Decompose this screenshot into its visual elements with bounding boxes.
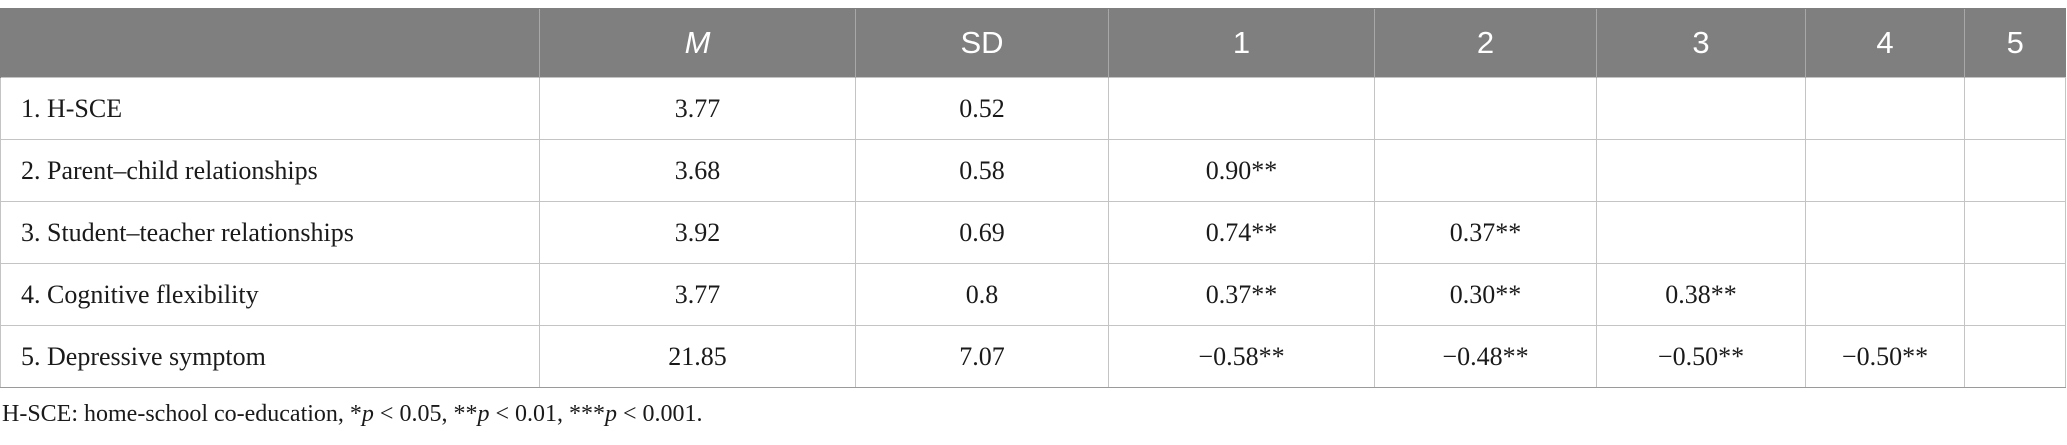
cell-r4: −0.50** <box>1805 325 1965 388</box>
header-col-3: 3 <box>1596 8 1806 78</box>
footnote-threshold-3: < 0.001. <box>617 401 703 427</box>
cell-sd: 0.8 <box>855 263 1109 326</box>
correlation-table: M SD 1 2 3 4 5 1. H-SCE 3.77 0.52 2. <box>0 8 2066 388</box>
footnote-p-symbol: p <box>605 401 618 427</box>
cell-r3 <box>1596 201 1806 264</box>
footnote-p-symbol: p <box>477 401 490 427</box>
header-col-2: 2 <box>1374 8 1597 78</box>
footnote-prefix: H-SCE: home-school co-education, * <box>2 401 362 427</box>
cell-mean: 3.77 <box>539 77 856 140</box>
table-body: 1. H-SCE 3.77 0.52 2. Parent–child relat… <box>0 77 2066 388</box>
cell-r5 <box>1964 77 2066 140</box>
cell-mean: 3.92 <box>539 201 856 264</box>
cell-r2 <box>1374 139 1597 202</box>
cell-sd: 0.52 <box>855 77 1109 140</box>
footnote-p-symbol: p <box>361 401 374 427</box>
cell-r2: 0.37** <box>1374 201 1597 264</box>
cell-sd: 0.69 <box>855 201 1109 264</box>
cell-r5 <box>1964 263 2066 326</box>
table-row: 2. Parent–child relationships 3.68 0.58 … <box>0 139 2066 202</box>
cell-r1: −0.58** <box>1108 325 1375 388</box>
correlation-table-container: M SD 1 2 3 4 5 1. H-SCE 3.77 0.52 2. <box>0 8 2067 388</box>
cell-r2: 0.30** <box>1374 263 1597 326</box>
cell-r4 <box>1805 201 1965 264</box>
header-col-5: 5 <box>1964 8 2066 78</box>
cell-r5 <box>1964 201 2066 264</box>
cell-r1: 0.90** <box>1108 139 1375 202</box>
table-header: M SD 1 2 3 4 5 <box>0 8 2066 78</box>
cell-r1: 0.74** <box>1108 201 1375 264</box>
row-label: 1. H-SCE <box>0 77 540 140</box>
footnote-threshold-1: < 0.05, ** <box>373 401 478 427</box>
table-row: 1. H-SCE 3.77 0.52 <box>0 77 2066 140</box>
cell-r4 <box>1805 263 1965 326</box>
row-label: 4. Cognitive flexibility <box>0 263 540 326</box>
cell-mean: 3.68 <box>539 139 856 202</box>
header-mean: M <box>539 8 856 78</box>
cell-mean: 3.77 <box>539 263 856 326</box>
row-label: 3. Student–teacher relationships <box>0 201 540 264</box>
cell-r3 <box>1596 77 1806 140</box>
cell-r5 <box>1964 325 2066 388</box>
cell-sd: 7.07 <box>855 325 1109 388</box>
cell-r5 <box>1964 139 2066 202</box>
row-label: 2. Parent–child relationships <box>0 139 540 202</box>
header-col-4: 4 <box>1805 8 1965 78</box>
header-col-1: 1 <box>1108 8 1375 78</box>
header-variable <box>0 8 540 78</box>
cell-r1: 0.37** <box>1108 263 1375 326</box>
table-row: 3. Student–teacher relationships 3.92 0.… <box>0 201 2066 264</box>
header-sd: SD <box>855 8 1109 78</box>
cell-r4 <box>1805 139 1965 202</box>
cell-r3: 0.38** <box>1596 263 1806 326</box>
row-label: 5. Depressive symptom <box>0 325 540 388</box>
cell-r3 <box>1596 139 1806 202</box>
cell-sd: 0.58 <box>855 139 1109 202</box>
header-row: M SD 1 2 3 4 5 <box>0 8 2066 78</box>
footnote-threshold-2: < 0.01, *** <box>489 401 606 427</box>
cell-r1 <box>1108 77 1375 140</box>
cell-r2: −0.48** <box>1374 325 1597 388</box>
cell-mean: 21.85 <box>539 325 856 388</box>
cell-r4 <box>1805 77 1965 140</box>
table-row: 4. Cognitive flexibility 3.77 0.8 0.37**… <box>0 263 2066 326</box>
cell-r2 <box>1374 77 1597 140</box>
table-row: 5. Depressive symptom 21.85 7.07 −0.58**… <box>0 325 2066 388</box>
cell-r3: −0.50** <box>1596 325 1806 388</box>
table-footnote: H-SCE: home-school co-education, *p < 0.… <box>2 401 703 428</box>
